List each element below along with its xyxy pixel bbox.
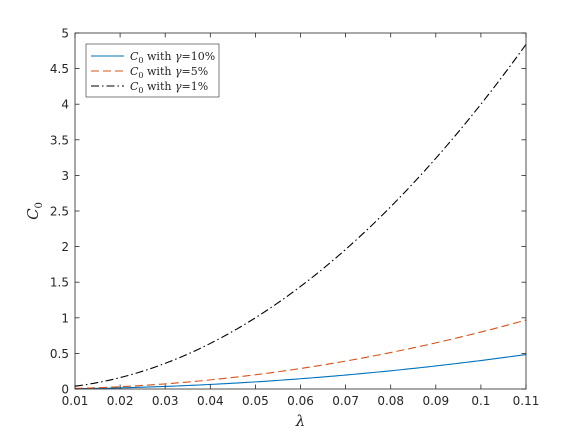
series-layer [74,44,527,390]
x-tick-label: 0.01 [62,394,89,408]
x-tick-label: 0.1 [471,394,490,408]
series-line-1 [74,319,527,389]
legend: C0 with γ=10%C0 with γ=5%C0 with γ=1% [85,43,220,98]
series-line-2 [74,44,527,387]
y-axis-label: C0 [24,202,45,220]
svg-text:C0: C0 [24,202,45,220]
y-axis-label-main: C [24,208,42,220]
legend-label-1: C0 with γ=5% [130,65,208,80]
x-tick-label: 0.03 [152,394,179,408]
x-tick-label: 0.08 [377,394,404,408]
x-tick-label: 0.06 [287,394,314,408]
series-line-0 [74,353,527,390]
y-tick-label: 1 [61,311,69,325]
x-tick-label: 0.07 [332,394,359,408]
legend-label-0: C0 with γ=10% [130,50,215,65]
y-tick-label: 0 [61,383,69,397]
y-tick-label: 3 [61,169,69,183]
tick-layer: 0.01 0.02 0.03 0.04 0.05 0.06 0.07 0.08 0.09 0.1 0… [50,27,539,409]
legend-label-2: C0 with γ=1% [130,80,208,95]
y-tick-label: 5 [61,27,69,41]
x-tick-label: 0.09 [422,394,449,408]
y-tick-label: 1.5 [50,276,69,290]
x-tick-label: 0.02 [107,394,134,408]
y-axis-label-sub: 0 [34,202,45,208]
x-tick-label: 0.05 [242,394,269,408]
x-tick-label: 0.04 [197,394,224,408]
y-tick-label: 2.5 [50,205,69,219]
y-tick-label: 2 [61,240,69,254]
y-tick-label: 3.5 [50,133,69,147]
x-tick-label: 0.11 [513,394,540,408]
y-tick-label: 4.5 [50,62,69,76]
y-tick-label: 0.5 [50,347,69,361]
x-axis-label: λ [295,412,306,430]
y-tick-label: 4 [61,98,69,112]
